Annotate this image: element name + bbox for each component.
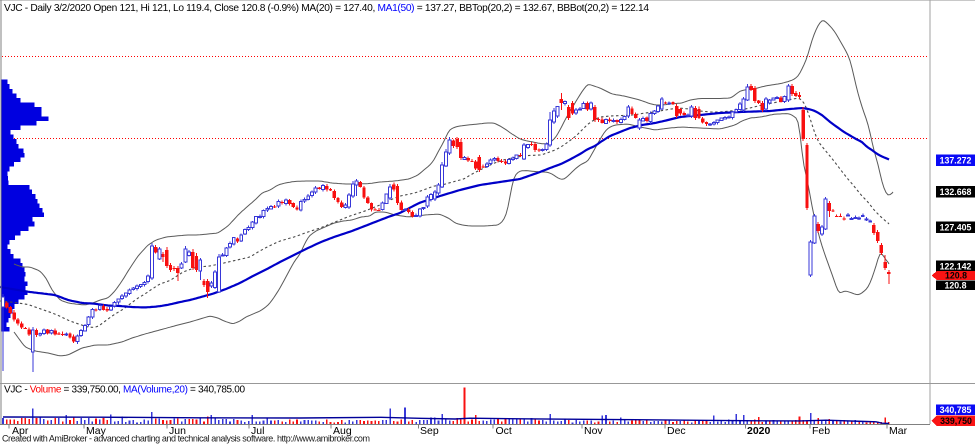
svg-text:2020: 2020 bbox=[747, 425, 771, 437]
svg-text:Aug: Aug bbox=[333, 425, 352, 437]
svg-text:Apr: Apr bbox=[12, 425, 29, 437]
svg-text:120.8: 120.8 bbox=[944, 280, 966, 290]
svg-text:120.8: 120.8 bbox=[945, 271, 967, 281]
svg-text:Oct: Oct bbox=[496, 425, 512, 437]
svg-text:Dec: Dec bbox=[667, 425, 686, 437]
svg-text:Jun: Jun bbox=[169, 425, 186, 437]
svg-text:137.272: 137.272 bbox=[940, 155, 972, 165]
svg-text:Mar: Mar bbox=[889, 425, 908, 437]
svg-text:Sep: Sep bbox=[420, 425, 439, 437]
svg-text:Nov: Nov bbox=[584, 425, 603, 437]
svg-text:Feb: Feb bbox=[812, 425, 830, 437]
svg-text:VJC - Volume = 339,750.00, MA(: VJC - Volume = 339,750.00, MA(Volume,20)… bbox=[4, 385, 245, 396]
svg-text:122.142: 122.142 bbox=[940, 261, 972, 271]
svg-text:VJC - Daily 3/2/2020 Open 121,: VJC - Daily 3/2/2020 Open 121, Hi 121, L… bbox=[4, 3, 649, 14]
svg-text:Jul: Jul bbox=[251, 425, 264, 437]
svg-text:Created with AmiBroker - advan: Created with AmiBroker - advanced charti… bbox=[2, 434, 370, 444]
svg-text:339,750: 339,750 bbox=[940, 416, 972, 426]
svg-text:132.668: 132.668 bbox=[940, 187, 972, 197]
svg-text:127.405: 127.405 bbox=[940, 222, 972, 232]
svg-text:May: May bbox=[86, 425, 107, 437]
svg-text:340,785: 340,785 bbox=[940, 405, 972, 415]
